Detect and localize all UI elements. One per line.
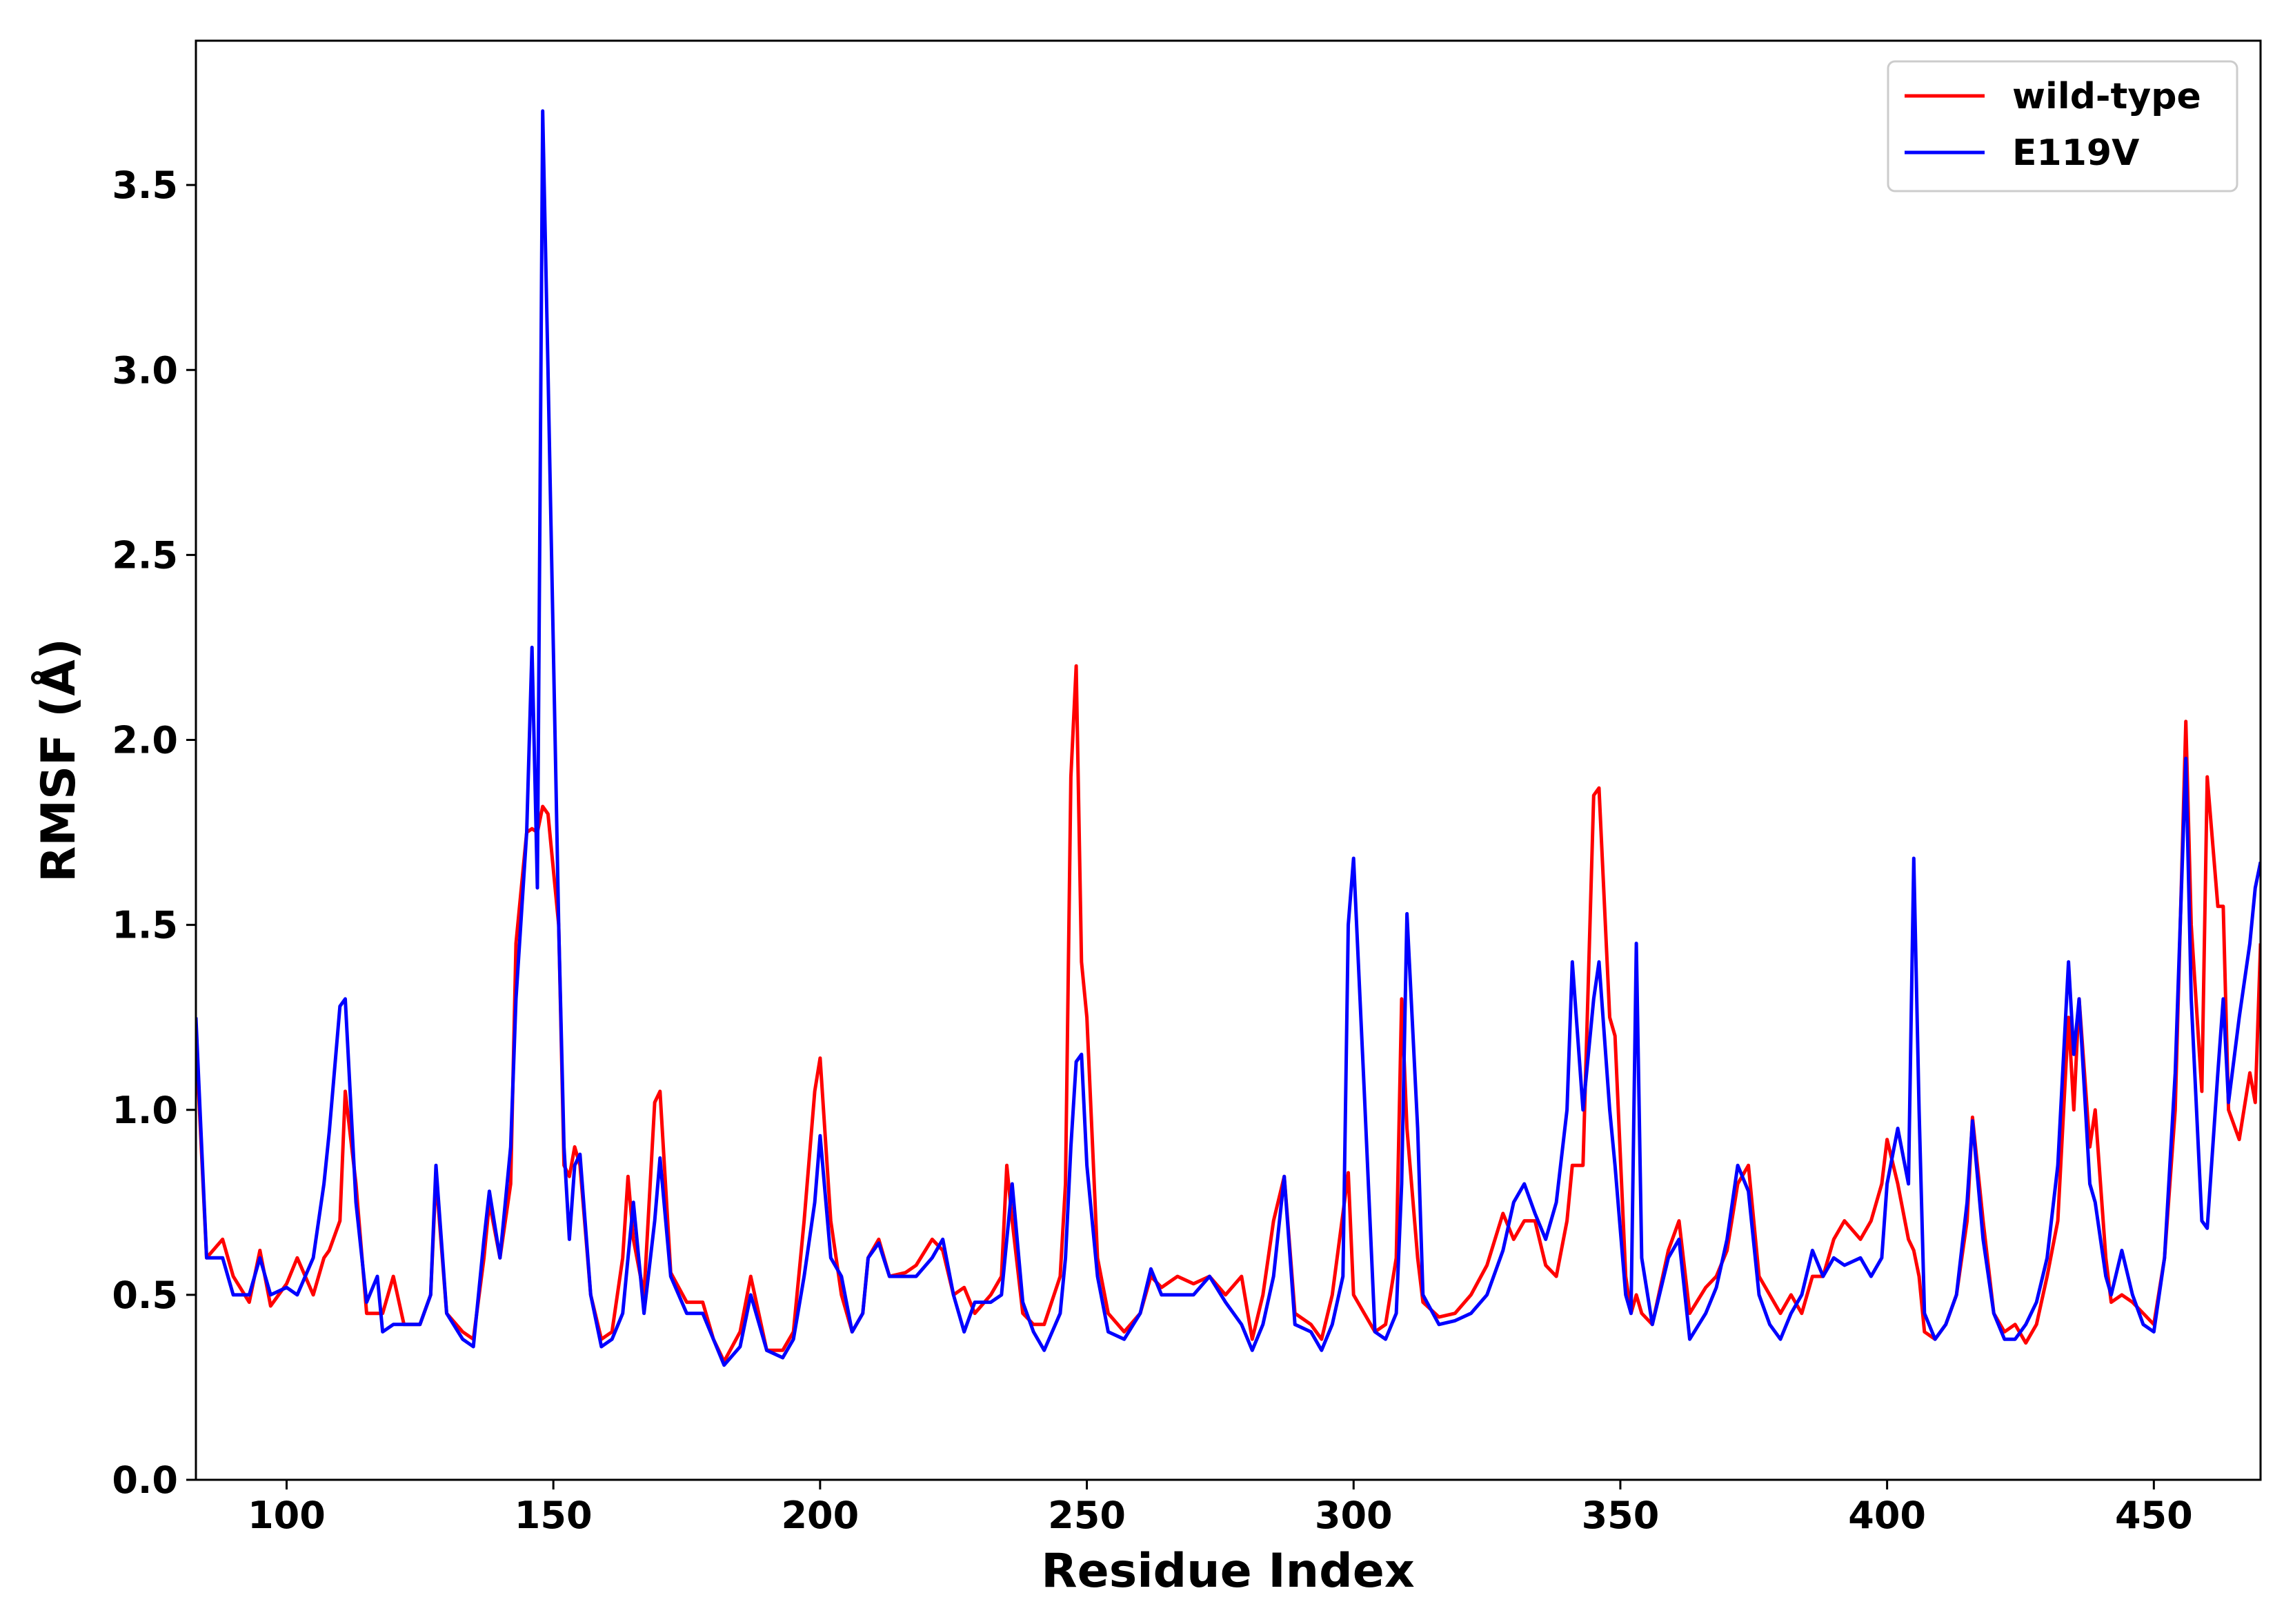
- series-line: [196, 109, 2261, 1367]
- legend-box: [1887, 60, 2238, 192]
- y-axis-label: RMSF (Å): [31, 638, 86, 882]
- y-tick-label: 1.0: [112, 1089, 178, 1132]
- x-tick-label: 250: [1048, 1494, 1126, 1537]
- y-tick-label: 3.0: [112, 348, 178, 392]
- y-tick-label: 3.5: [112, 164, 178, 207]
- legend-label: E119V: [2012, 132, 2139, 174]
- legend-label: wild-type: [2012, 76, 2201, 117]
- x-tick-label: 200: [781, 1494, 859, 1537]
- plot-frame: [195, 39, 2262, 1481]
- y-tick-label: 2.0: [112, 719, 178, 762]
- x-tick-label: 300: [1315, 1494, 1393, 1537]
- x-tick-label: 450: [2115, 1494, 2193, 1537]
- x-axis-label: Residue Index: [1041, 1544, 1415, 1598]
- x-tick-label: 150: [515, 1494, 593, 1537]
- series-line: [196, 664, 2261, 1363]
- y-tick-label: 2.5: [112, 533, 178, 577]
- x-tick-label: 400: [1848, 1494, 1926, 1537]
- y-tick-label: 1.5: [112, 904, 178, 947]
- x-tick-label: 350: [1582, 1494, 1660, 1537]
- x-tick-label: 100: [248, 1494, 326, 1537]
- y-tick-label: 0.0: [112, 1458, 178, 1502]
- y-tick-label: 0.5: [112, 1274, 178, 1317]
